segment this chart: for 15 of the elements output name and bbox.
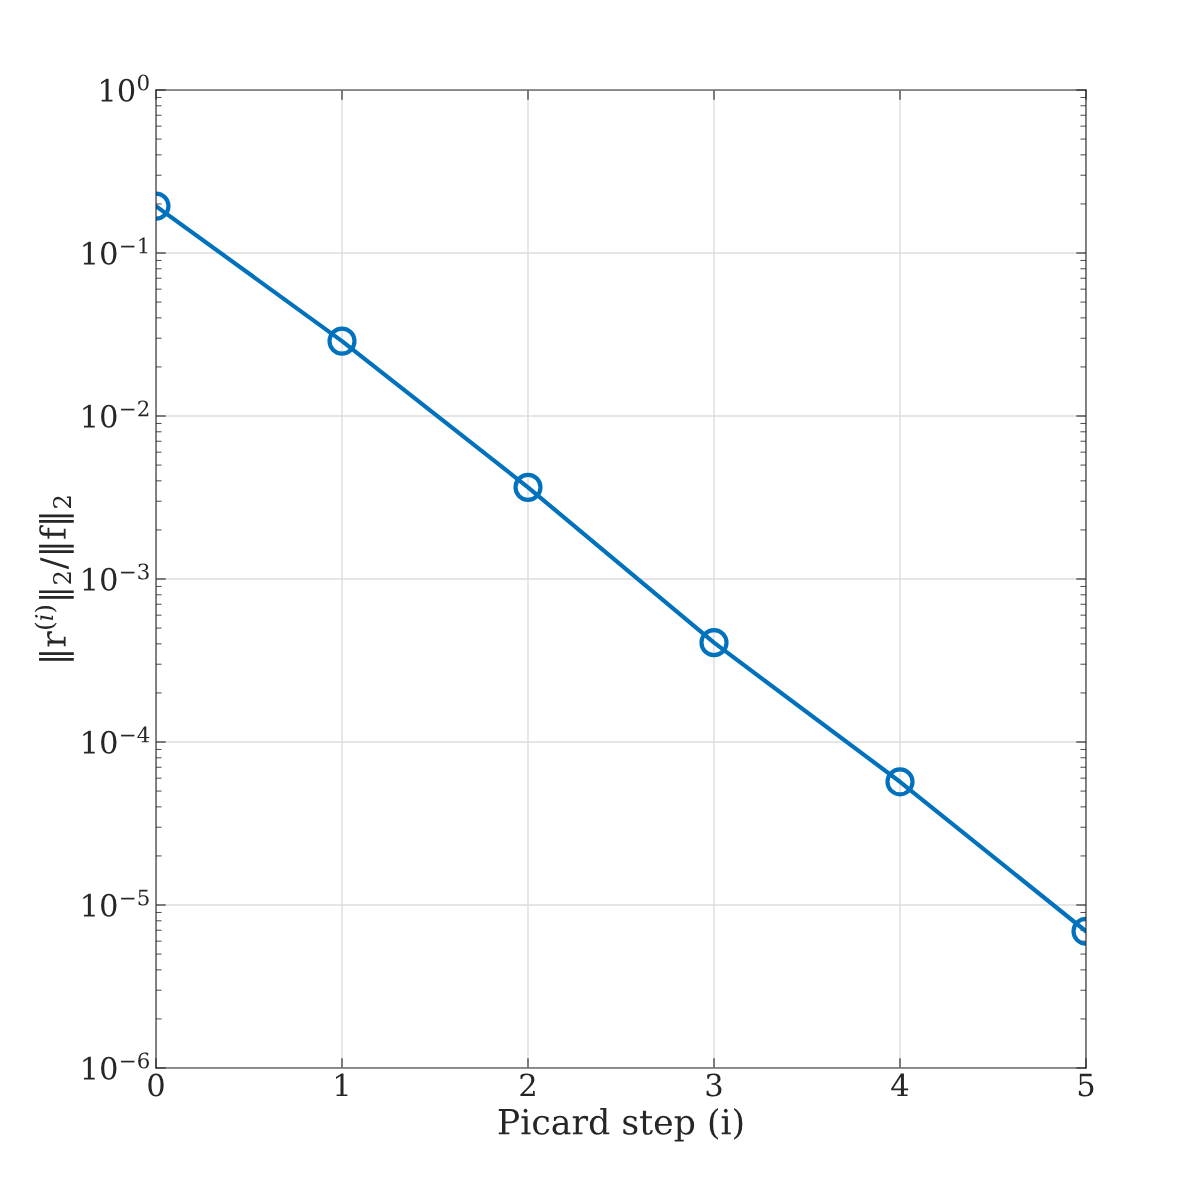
x-tick-label: 0: [148, 1073, 164, 1097]
x-axis-title: Picard step (i): [498, 1107, 743, 1142]
x-tick-label: 1: [336, 1073, 348, 1097]
x-tick-label: 5: [1078, 1073, 1094, 1097]
y-tick-label: 10$^{0}$: [101, 74, 149, 102]
y-tick-label: 10$^{−3}$: [83, 563, 149, 591]
y-tick-label: 10$^{−2}$: [83, 400, 149, 428]
y-tick-label: 10$^{−5}$: [83, 889, 149, 917]
y-axis-title: ‖r$^{(i)}$‖$_{2}$/‖f‖$_{2}$: [34, 496, 74, 661]
x-tick-label: 2: [520, 1073, 535, 1097]
y-tick-label: 10$^{−4}$: [83, 726, 150, 754]
y-tick-label: 10$^{−6}$: [83, 1052, 149, 1080]
y-tick-label: 10$^{−1}$: [83, 237, 148, 265]
x-tick-label: 4: [891, 1073, 909, 1097]
x-tick-label: 3: [706, 1073, 722, 1097]
